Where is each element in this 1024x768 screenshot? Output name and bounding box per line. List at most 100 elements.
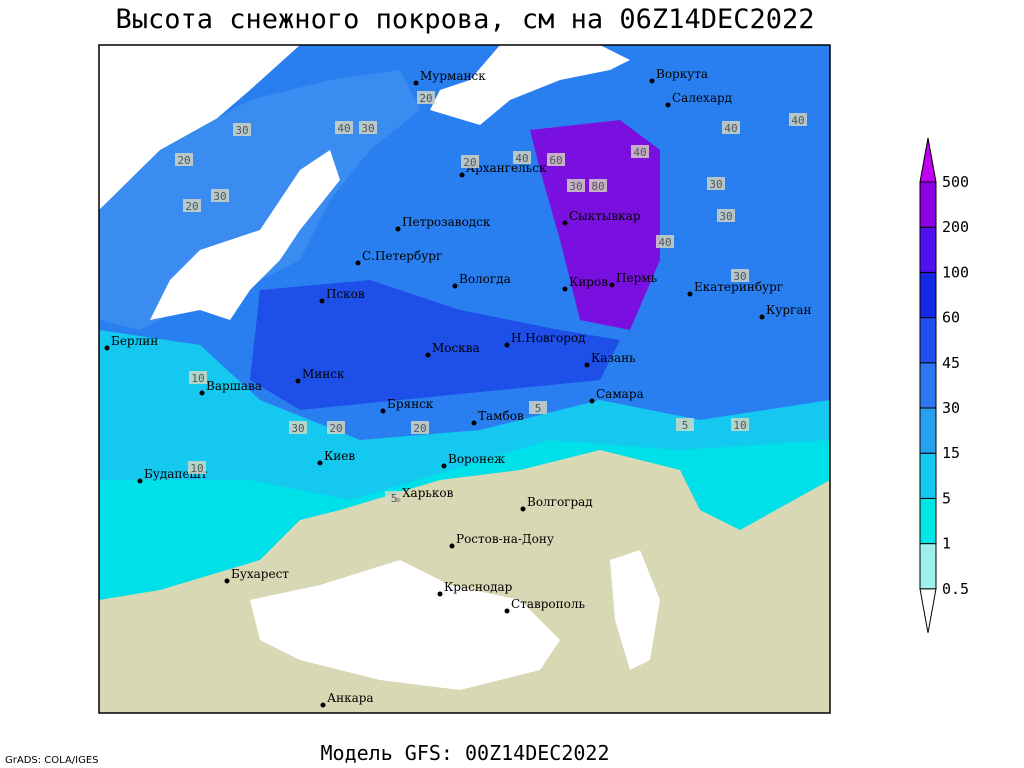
legend-triangle-bottom (919, 588, 937, 633)
city-label: Волгоград (527, 495, 593, 509)
city-label: Краснодар (444, 580, 513, 594)
contour-label: 20 (463, 156, 476, 169)
city-label: Курган (766, 303, 811, 317)
contour-label-bg (211, 189, 229, 202)
city-dot (504, 342, 510, 348)
legend-label: 30 (942, 399, 960, 417)
contour-label: 20 (329, 422, 342, 435)
city-label: Псков (326, 287, 365, 301)
contour-label: 5 (682, 419, 689, 432)
city-label: Казань (591, 351, 636, 365)
contour-label-bg (359, 121, 377, 134)
legend-label: 500 (942, 173, 969, 191)
contour-label: 40 (337, 122, 350, 135)
city-dot (687, 291, 693, 297)
contour-label-bg (513, 151, 531, 164)
contour-label: 40 (791, 114, 804, 127)
city-label: Воронеж (448, 452, 505, 466)
city-dot (425, 352, 431, 358)
contour-label: 40 (633, 146, 646, 159)
city-label: С.Петербург (362, 249, 442, 263)
contour-label-bg (731, 418, 749, 431)
legend-label: 45 (942, 354, 960, 372)
contour-label-bg (529, 401, 547, 414)
city-label: Екатеринбург (694, 280, 783, 294)
city-dot (520, 506, 526, 512)
contour-label: 30 (235, 124, 248, 137)
legend-swatch (919, 317, 937, 364)
city-label: Киров (569, 275, 608, 289)
contour-label-bg (327, 421, 345, 434)
contour-label: 10 (190, 462, 203, 475)
city-dot (224, 578, 230, 584)
legend-label: 200 (942, 218, 969, 236)
city-dot (584, 362, 590, 368)
city-dot (319, 298, 325, 304)
deep-snow (530, 120, 660, 330)
city-dot (380, 408, 386, 414)
baltic-sea (150, 150, 340, 320)
city-dot (137, 478, 143, 484)
contour-label: 5 (535, 402, 542, 415)
city-label: Бухарест (231, 567, 289, 581)
legend-label: 1 (942, 535, 951, 553)
city-dot (441, 463, 447, 469)
legend-swatch (919, 543, 937, 590)
city-label: Самара (596, 387, 644, 401)
contour-label-bg (789, 113, 807, 126)
city-dot (295, 378, 301, 384)
contour-label: 30 (569, 180, 582, 193)
contour-label-bg (289, 421, 307, 434)
city-dot (395, 226, 401, 232)
contour-label-bg (183, 199, 201, 212)
city-dot (452, 283, 458, 289)
city-dot (104, 345, 110, 351)
contour-label-bg (717, 209, 735, 222)
contour-label-bg (567, 179, 585, 192)
legend-swatch (919, 497, 937, 545)
contour-label-bg (547, 153, 565, 166)
city-dot (317, 460, 323, 466)
city-label: Москва (432, 341, 480, 355)
title: Высота снежного покрова, см на 06Z14DEC2… (116, 4, 815, 35)
city-dot (589, 398, 595, 404)
city-dot (471, 420, 477, 426)
city-dot (759, 314, 765, 320)
contour-label: 30 (213, 190, 226, 203)
legend-label: 0.5 (942, 580, 969, 598)
city-dot (665, 102, 671, 108)
legend-swatch (919, 452, 937, 499)
contour-label-bg (188, 461, 206, 474)
legend-label: 60 (942, 309, 960, 327)
city-dot (459, 172, 465, 178)
map: Мурманск Воркута Салехард Архангельск Сыктыв… (98, 44, 831, 714)
contour-label-bg (385, 491, 403, 504)
city-label: Пермь (616, 271, 658, 285)
city-label: Архангельск (466, 161, 547, 175)
contour-label-bg (175, 153, 193, 166)
legend-swatch (919, 181, 937, 228)
city-dot (449, 543, 455, 549)
contour-label: 10 (733, 419, 746, 432)
city-label: Варшава (206, 379, 262, 393)
legend-triangle-top (919, 137, 937, 183)
city-dot (437, 591, 443, 597)
contour-label: 80 (591, 180, 604, 193)
contour-label-bg (461, 155, 479, 168)
legend-swatch (919, 226, 937, 273)
black-sea (250, 560, 560, 690)
city-dot (504, 608, 510, 614)
contour-label: 30 (719, 210, 732, 223)
city-label: Тамбов (478, 409, 524, 423)
contour-label: 20 (413, 422, 426, 435)
contour-label: 30 (361, 122, 374, 135)
map-frame (98, 44, 831, 714)
city-label: Брянск (387, 397, 434, 411)
city-label: Берлин (111, 334, 158, 348)
city-label: Петрозаводск (402, 215, 491, 229)
caspian-sea (610, 550, 660, 670)
contour-label: 30 (733, 270, 746, 283)
contour-label: 5 (391, 492, 398, 505)
